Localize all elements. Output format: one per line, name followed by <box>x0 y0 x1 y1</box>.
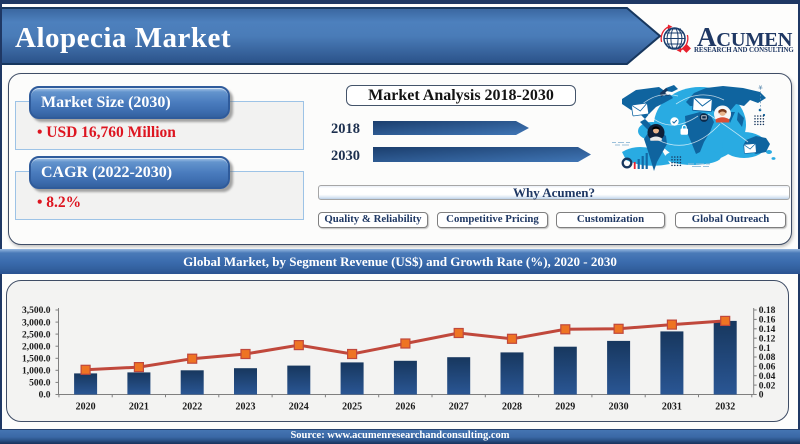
svg-text:1,000.0: 1,000.0 <box>22 367 51 377</box>
svg-text:500.0: 500.0 <box>29 379 51 389</box>
svg-text:2031: 2031 <box>662 402 682 413</box>
svg-text:3,500.0: 3,500.0 <box>22 306 51 316</box>
svg-text:3,000.0: 3,000.0 <box>22 318 51 328</box>
svg-text:0.14: 0.14 <box>759 325 776 335</box>
svg-text:0.06: 0.06 <box>759 363 776 373</box>
svg-text:0.18: 0.18 <box>759 306 776 316</box>
svg-text:2020: 2020 <box>76 402 96 413</box>
svg-text:0.12: 0.12 <box>759 334 776 344</box>
svg-text:0.16: 0.16 <box>759 316 776 326</box>
svg-text:2028: 2028 <box>502 402 522 413</box>
svg-text:1,500.0: 1,500.0 <box>22 355 51 365</box>
svg-text:0.08: 0.08 <box>759 353 776 363</box>
svg-text:2024: 2024 <box>289 402 309 413</box>
svg-text:0.0: 0.0 <box>39 391 51 401</box>
svg-text:0.02: 0.02 <box>759 381 776 391</box>
svg-text:0.04: 0.04 <box>759 372 776 382</box>
svg-text:2023: 2023 <box>236 402 256 413</box>
svg-text:2027: 2027 <box>449 402 469 413</box>
svg-text:2025: 2025 <box>342 402 362 413</box>
svg-text:0: 0 <box>759 391 764 401</box>
svg-text:0.1: 0.1 <box>759 344 771 354</box>
svg-text:2029: 2029 <box>555 402 575 413</box>
svg-text:2,500.0: 2,500.0 <box>22 330 51 340</box>
svg-text:2026: 2026 <box>395 402 415 413</box>
svg-text:2032: 2032 <box>715 402 735 413</box>
svg-text:2030: 2030 <box>609 402 629 413</box>
svg-text:2022: 2022 <box>182 402 202 413</box>
svg-text:2021: 2021 <box>129 402 149 413</box>
svg-text:2,000.0: 2,000.0 <box>22 342 51 352</box>
